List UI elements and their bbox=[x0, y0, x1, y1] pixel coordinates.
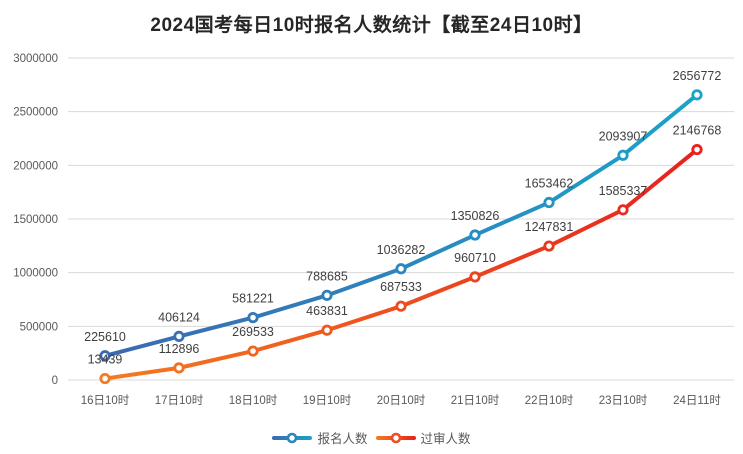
y-axis-tick-label: 500000 bbox=[20, 321, 58, 333]
x-axis-tick-labels: 16日10时 17日10时 18日10时 19日10时 20日10时 21日10时 22日1… bbox=[81, 394, 722, 407]
data-point-marker bbox=[173, 330, 185, 343]
data-label: 463831 bbox=[306, 304, 348, 318]
data-point-marker bbox=[469, 229, 481, 241]
data-label: 1653462 bbox=[525, 177, 574, 191]
x-axis-tick-label: 22日10时 bbox=[525, 394, 574, 407]
data-label: 2656772 bbox=[673, 69, 722, 83]
data-point-marker bbox=[247, 312, 259, 324]
data-point-marker bbox=[321, 324, 333, 336]
data-label: 1585337 bbox=[599, 184, 648, 198]
x-axis-tick-label: 20日10时 bbox=[377, 394, 426, 407]
data-label: 2146768 bbox=[673, 124, 722, 138]
legend-point bbox=[287, 432, 298, 443]
data-point-marker bbox=[543, 196, 555, 209]
data-label: 112896 bbox=[159, 342, 200, 356]
data-point-marker bbox=[99, 372, 111, 385]
data-label: 406124 bbox=[158, 310, 200, 324]
x-axis-tick-label: 23日10时 bbox=[599, 394, 648, 407]
x-axis-tick-label: 19日10时 bbox=[303, 394, 352, 407]
data-point-marker bbox=[99, 350, 111, 362]
y-axis-tick-label: 2500000 bbox=[13, 107, 58, 119]
data-point-marker bbox=[691, 143, 703, 156]
y-axis-tick-label: 2000000 bbox=[13, 160, 58, 172]
x-axis-tick-label: 17日10时 bbox=[155, 394, 204, 407]
data-point-marker bbox=[617, 149, 629, 161]
data-point-marker bbox=[395, 300, 407, 312]
y-axis-tick-label: 0 bbox=[52, 375, 58, 387]
x-axis-tick-label: 16日10时 bbox=[81, 394, 130, 407]
legend-label: 过审人数 bbox=[420, 432, 471, 446]
x-axis-tick-label: 21日10时 bbox=[451, 394, 500, 407]
legend-item-0: 报名人数 bbox=[272, 428, 368, 447]
x-axis-tick-label: 18日10时 bbox=[229, 394, 278, 407]
data-label: 1350826 bbox=[451, 209, 500, 223]
series-data-labels-0: 225610 406124 581221 788685 1036282 1350826 16… bbox=[84, 69, 721, 344]
x-axis-tick-label: 24日11时 bbox=[673, 394, 721, 407]
data-point-marker bbox=[173, 362, 185, 374]
data-label: 2093907 bbox=[599, 129, 648, 143]
y-axis-tick-label: 1000000 bbox=[13, 268, 58, 280]
data-point-marker bbox=[321, 289, 333, 301]
data-point-marker bbox=[691, 89, 703, 101]
series-markers-1 bbox=[99, 143, 703, 385]
legend-marker-icon bbox=[375, 432, 416, 443]
series-data-labels-1: 13439 112896 269533 463831 687533 960710 12478… bbox=[88, 124, 722, 367]
y-axis-tick-label: 1500000 bbox=[13, 214, 58, 226]
data-label: 1247831 bbox=[525, 220, 574, 234]
gridlines bbox=[68, 57, 734, 381]
legend-item-1: 过审人数 bbox=[375, 428, 471, 447]
data-point-marker bbox=[247, 345, 259, 357]
chart-legend: 报名人数 过审人数 bbox=[0, 428, 743, 447]
data-label: 13439 bbox=[88, 353, 123, 367]
legend-label: 报名人数 bbox=[317, 432, 368, 446]
data-label: 687533 bbox=[380, 280, 422, 294]
legend-marker-icon bbox=[272, 432, 313, 443]
chart-title: 2024国考每日10时报名人数统计【截至24日10时】 bbox=[150, 15, 593, 36]
y-axis-tick-label: 3000000 bbox=[13, 53, 58, 65]
legend-point bbox=[390, 432, 401, 443]
data-point-marker bbox=[617, 204, 629, 216]
data-point-marker bbox=[469, 271, 481, 283]
data-label: 960710 bbox=[454, 251, 496, 265]
data-point-marker bbox=[395, 263, 407, 275]
series-markers-0 bbox=[99, 89, 703, 362]
data-label: 225610 bbox=[84, 330, 126, 344]
y-axis-tick-labels: 0 500000 1000000 1500000 2000000 2500000 30000… bbox=[13, 53, 58, 387]
data-point-marker bbox=[543, 240, 555, 252]
data-label: 1036282 bbox=[377, 243, 426, 257]
data-label: 581221 bbox=[232, 292, 274, 306]
data-label: 269533 bbox=[232, 325, 274, 339]
data-label: 788685 bbox=[306, 269, 348, 283]
